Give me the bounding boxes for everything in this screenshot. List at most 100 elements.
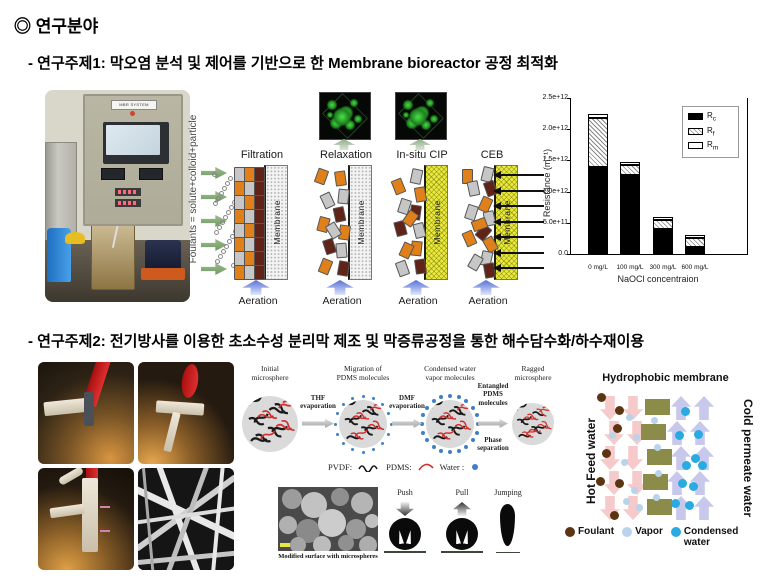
droplet [446, 518, 478, 550]
cake-particle [254, 265, 265, 280]
detached-particle [332, 206, 347, 223]
cake-particle [254, 209, 265, 224]
transition-top-label: Entangled PDMS molecules [477, 382, 509, 407]
condensed-water-dot [681, 407, 690, 416]
fluorescence-blob [345, 120, 355, 130]
bar-segment-Rm [685, 235, 705, 239]
droplet-label: Pull [455, 488, 469, 497]
water-dot [470, 405, 475, 410]
resistance-chart: Resistance (m⁻¹) 0 mg/L 100 mg/L 300 mg/L 6… [535, 92, 766, 294]
membrane-label: Membrane [271, 200, 282, 245]
water-dot [387, 411, 391, 415]
water-dot [361, 394, 365, 398]
microsphere-step-label: Ragged microsphere [514, 364, 552, 383]
y-tick-mark [567, 160, 571, 162]
membrane-block [645, 399, 670, 415]
backwash-arrowhead-icon [493, 248, 501, 257]
membrane-distillation-diagram: Hydrophobic membrane Hot Feed water Cold… [563, 360, 768, 576]
water-dot [474, 413, 479, 418]
cake-particle [254, 251, 265, 266]
chart-xlabel: NaOCl concentraion [617, 274, 699, 284]
fluorescence-blob [403, 100, 413, 110]
pump-unit [145, 240, 181, 270]
cake-particle [254, 181, 265, 196]
electrospinning-photo-2 [138, 362, 234, 464]
bar-segment-Rm [588, 113, 608, 118]
aeration-arrow-icon [326, 280, 354, 295]
transition-top-label: THF evaporation [300, 394, 336, 411]
microsphere-circle [242, 396, 298, 452]
flow-meter [101, 168, 125, 180]
water-dot [335, 411, 339, 415]
membrane-bar: Membrane [424, 165, 448, 280]
legend-label: Rf [707, 125, 715, 138]
legend-label: Foulant [578, 526, 615, 537]
detached-particle [319, 191, 336, 210]
condensed-water-dot [682, 461, 691, 470]
sem-caption: Modified surface with microspheres [278, 553, 378, 560]
water-dot [456, 395, 461, 400]
y-tick-label: 1.5e+12 [542, 156, 569, 164]
foulant-dot [221, 249, 226, 254]
detached-particle [398, 241, 415, 260]
legend-swatch [688, 142, 703, 150]
microsphere-circle [339, 400, 387, 448]
foulant-dot [615, 479, 624, 488]
stage-label: In-situ CIP [396, 149, 448, 161]
foulant-dot [215, 259, 220, 264]
bar-segment-Rf [588, 117, 608, 167]
foulant-dot [224, 244, 229, 249]
condensed-water-dot [685, 501, 694, 510]
water-dot [425, 438, 430, 443]
droplet-figures: Push Pull Jumping [384, 488, 535, 570]
detached-particle [394, 259, 411, 278]
foulant-dot [602, 449, 611, 458]
detached-particle [313, 167, 330, 186]
topic1-heading: - 연구주제1: 막오염 분석 및 제어를 기반으로 한 Membrane bi… [28, 55, 558, 72]
backwash-arrow [500, 236, 544, 238]
up-arrow-icon [409, 139, 431, 150]
microsphere-diagram: Initial microsphere Migration of PDMS mol… [240, 362, 566, 480]
condensed-water-dot [671, 499, 680, 508]
push-arrow-icon [396, 502, 414, 516]
water-dot [470, 438, 475, 443]
foulant-dot [214, 230, 219, 235]
aeration-label: Aeration [468, 295, 508, 307]
microsphere-circle [426, 400, 474, 448]
pvdf-squiggle-icon [358, 462, 380, 472]
water-dot [474, 430, 479, 435]
detached-particle [334, 170, 347, 187]
fluorescence-blob [430, 115, 438, 123]
x-tick-label: 600 mg/L [681, 264, 709, 271]
detached-particle [466, 180, 481, 197]
backwash-arrow [500, 267, 544, 269]
membrane-block [647, 499, 672, 515]
microsphere-sem-image [278, 487, 378, 551]
fluorescence-blob [409, 108, 427, 126]
legend-row: Rm [688, 140, 734, 152]
bar-segment-Rc [588, 166, 608, 254]
transition-top-label: DMF evaporation [389, 394, 425, 411]
legend-row: Rf [688, 125, 734, 138]
detached-particle [321, 237, 338, 256]
y-tick-label: 2.5e+12 [542, 94, 569, 101]
y-tick-label: 0.0 [558, 250, 568, 257]
water-dot [439, 448, 444, 453]
y-tick-mark [567, 98, 571, 99]
membrane-label: Membrane [431, 200, 442, 245]
fluorescence-blob [333, 108, 351, 126]
water-dot [448, 394, 452, 398]
confocal-image [395, 92, 447, 140]
droplet [389, 518, 421, 550]
md-title: Hydrophobic membrane [602, 372, 729, 384]
foulant-dot [219, 191, 224, 196]
fluorescence-blob [327, 100, 337, 110]
feed-down-arrow-icon [623, 446, 643, 470]
vapor-dot [633, 434, 640, 441]
microsphere-step-label: Initial microsphere [251, 364, 289, 383]
transition-arrow-icon [302, 419, 334, 428]
vapor-dot [654, 444, 661, 451]
backwash-arrowhead-icon [493, 217, 501, 226]
